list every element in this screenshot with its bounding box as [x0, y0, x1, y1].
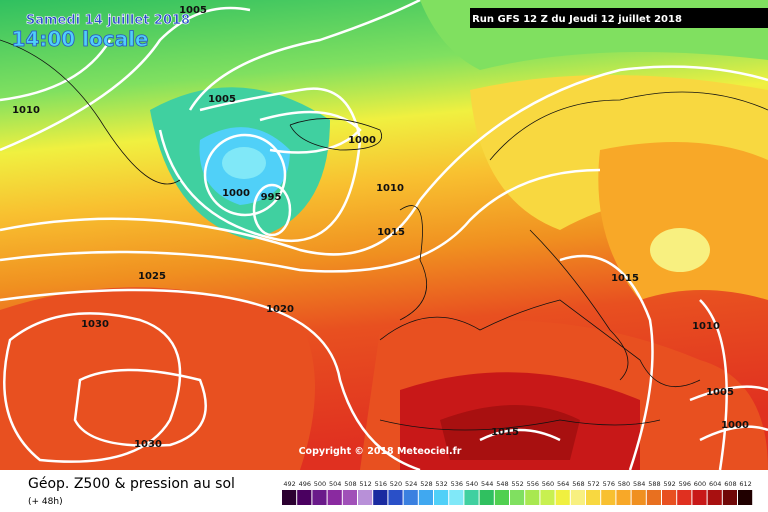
isobars	[0, 0, 768, 470]
isobar-label: 1010	[12, 105, 40, 116]
forecast-time: 14:00 locale	[12, 27, 149, 51]
colorbar-swatch	[479, 490, 494, 505]
colorbar-swatch	[738, 490, 753, 505]
colorbar-label: 520	[390, 480, 402, 488]
colorbar-label: 580	[618, 480, 630, 488]
colorbar-swatch	[510, 490, 525, 505]
copyright: Copyright © 2018 Meteociel.fr	[299, 446, 462, 457]
colorbar-label: 552	[511, 480, 523, 488]
colorbar-label: 500	[314, 480, 326, 488]
colorbar-label: 548	[496, 480, 508, 488]
colorbar-label: 556	[527, 480, 539, 488]
colorbar-label: 592	[663, 480, 675, 488]
colorbar-label: 576	[603, 480, 615, 488]
colorbar-swatch	[418, 490, 433, 505]
run-box	[470, 8, 768, 28]
colorbar-label: 588	[648, 480, 660, 488]
colorbar-swatch	[555, 490, 570, 505]
run-info: Run GFS 12 Z du Jeudi 12 juillet 2018	[472, 14, 682, 25]
colorbar-swatch	[525, 490, 540, 505]
colorbar-swatch	[540, 490, 555, 505]
colorbar-swatch	[692, 490, 707, 505]
footer-lead: (+ 48h)	[28, 497, 63, 507]
colorbar-label: 612	[739, 480, 751, 488]
isobar-label: 1005	[706, 387, 734, 398]
colorbar-label: 560	[542, 480, 554, 488]
colorbar-swatch	[662, 490, 677, 505]
colorbar-label: 504	[329, 480, 341, 488]
field	[598, 142, 768, 300]
colorbar-swatch	[312, 490, 327, 505]
isobar-label: 1010	[692, 321, 720, 332]
colorbar-swatch	[434, 490, 449, 505]
colorbar-swatch	[494, 490, 509, 505]
coastlines	[0, 39, 768, 431]
isobar-label: 1020	[266, 304, 294, 315]
colorbar-label: 572	[587, 480, 599, 488]
colorbar-swatch	[358, 490, 373, 505]
colorbar-swatch	[327, 490, 342, 505]
colorbar-label: 584	[633, 480, 645, 488]
isobar-label: 1030	[81, 319, 109, 330]
colorbar-label: 544	[481, 480, 493, 488]
isobar-label: 1015	[491, 427, 519, 438]
colorbar-swatch	[373, 490, 388, 505]
colorbar-label: 512	[359, 480, 371, 488]
colorbar-label: 524	[405, 480, 417, 488]
colorbar-label: 568	[572, 480, 584, 488]
colorbar-label: 492	[283, 480, 295, 488]
colorbar-label: 508	[344, 480, 356, 488]
colorbar-swatch	[601, 490, 616, 505]
colorbar-swatch	[342, 490, 357, 505]
isobar-label: 1005	[208, 94, 236, 105]
colorbar-label: 564	[557, 480, 569, 488]
colorbar-swatch	[722, 490, 737, 505]
isobar-label: 1025	[138, 271, 166, 282]
colorbar-swatch	[403, 490, 418, 505]
forecast-date: Samedi 14 juillet 2018	[26, 13, 190, 28]
colorbar-swatch	[388, 490, 403, 505]
field	[222, 147, 266, 179]
colorbar-swatch	[297, 490, 312, 505]
isobar-label: 995	[261, 192, 282, 203]
colorbar-label: 528	[420, 480, 432, 488]
colorbar-label: 600	[694, 480, 706, 488]
colorbar-swatch	[449, 490, 464, 505]
colorbar-label: 604	[709, 480, 721, 488]
colorbar-swatch	[707, 490, 722, 505]
isobar-label: 1000	[222, 188, 250, 199]
isobar-label: 1010	[376, 183, 404, 194]
colorbar-label: 532	[435, 480, 447, 488]
colorbar-swatch	[631, 490, 646, 505]
footer-title: Géop. Z500 & pression au sol	[28, 476, 235, 492]
colorbar-swatch	[677, 490, 692, 505]
colorbar-label: 608	[724, 480, 736, 488]
isobar-label: 1000	[348, 135, 376, 146]
colorbar-label: 540	[466, 480, 478, 488]
colorbar-swatch	[570, 490, 585, 505]
colorbar-label: 536	[451, 480, 463, 488]
isobar-label: 1015	[611, 273, 639, 284]
colorbar-label: 496	[299, 480, 311, 488]
colorbar-swatch	[646, 490, 661, 505]
colorbar-swatch	[616, 490, 631, 505]
colorbar-label: 596	[679, 480, 691, 488]
colorbar-label: 516	[375, 480, 387, 488]
isobar-label: 1015	[377, 227, 405, 238]
colorbar-swatch	[464, 490, 479, 505]
field	[440, 405, 580, 460]
isobar-label: 1005	[179, 5, 207, 16]
isobar-label: 1000	[721, 420, 749, 431]
field	[650, 228, 710, 272]
colorbar-swatch	[282, 490, 297, 505]
colorbar-swatch	[586, 490, 601, 505]
isobar-label: 1030	[134, 439, 162, 450]
